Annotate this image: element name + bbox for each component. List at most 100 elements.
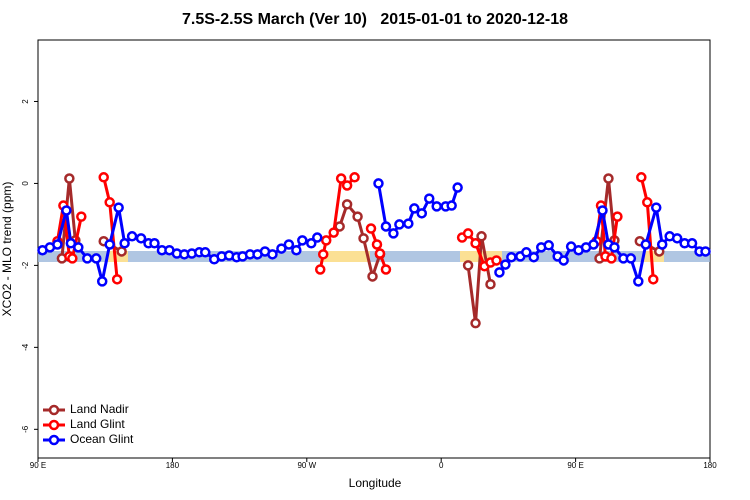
data-point xyxy=(126,231,138,242)
data-point xyxy=(291,244,302,256)
data-point xyxy=(394,219,405,230)
data-point xyxy=(500,259,511,270)
data-point xyxy=(373,178,384,189)
data-point xyxy=(506,251,517,263)
data-point xyxy=(96,276,108,287)
data-point xyxy=(119,238,130,249)
data-point xyxy=(67,253,78,264)
data-point xyxy=(65,238,77,249)
data-point xyxy=(297,235,308,246)
data-point xyxy=(612,211,623,222)
x-tick-label: 90 E xyxy=(567,461,583,470)
x-tick-label: 0 xyxy=(439,461,444,470)
data-point xyxy=(625,253,637,264)
data-point xyxy=(320,235,332,246)
legend-label: Ocean Glint xyxy=(70,432,134,446)
y-tick-label: 2 xyxy=(21,99,30,104)
chart-title: 7.5S-2.5S March (Ver 10) 2015-01-01 to 2… xyxy=(182,11,568,28)
data-point xyxy=(82,253,93,264)
data-point xyxy=(306,238,317,249)
y-tick-label: -2 xyxy=(21,261,30,269)
legend-marker xyxy=(48,434,60,446)
data-point xyxy=(149,238,160,249)
data-point xyxy=(104,197,115,208)
data-point xyxy=(61,205,72,216)
data-point xyxy=(380,221,392,232)
data-point xyxy=(597,205,608,216)
y-axis-label: XCO2 - MLO trend (ppm) xyxy=(0,182,14,317)
ocean-band xyxy=(38,251,710,262)
data-point xyxy=(365,223,377,234)
legend-label: Land Nadir xyxy=(70,402,129,416)
data-point xyxy=(409,203,420,214)
legend-label: Land Glint xyxy=(70,417,125,431)
y-tick-label: 0 xyxy=(21,181,30,186)
data-point xyxy=(349,172,360,183)
data-point xyxy=(462,228,474,239)
data-point xyxy=(367,271,378,282)
data-point xyxy=(135,233,147,244)
legend-marker xyxy=(48,419,60,431)
data-point xyxy=(52,239,63,250)
y-tick-label: -4 xyxy=(21,343,30,351)
data-point xyxy=(424,193,435,204)
data-point xyxy=(528,251,540,263)
data-point xyxy=(335,173,347,184)
data-point xyxy=(90,253,102,264)
data-point xyxy=(558,255,569,266)
data-point xyxy=(328,227,339,238)
land-band xyxy=(644,251,664,262)
data-point xyxy=(543,240,554,251)
data-point xyxy=(700,246,711,257)
data-point xyxy=(111,274,123,285)
data-point xyxy=(656,239,668,250)
data-point xyxy=(64,173,75,184)
data-point xyxy=(113,202,124,213)
x-tick-label: 180 xyxy=(166,461,180,470)
data-point xyxy=(267,249,278,260)
data-point xyxy=(640,239,652,250)
data-point xyxy=(588,239,599,250)
data-point xyxy=(650,202,662,213)
data-point xyxy=(76,211,87,222)
data-point xyxy=(606,253,617,264)
data-point xyxy=(104,239,115,250)
y-tick-label: -6 xyxy=(21,425,30,433)
x-tick-label: 90 W xyxy=(297,461,316,470)
x-tick-label: 180 xyxy=(703,461,717,470)
data-point xyxy=(476,231,487,242)
data-point xyxy=(312,232,323,243)
x-tick-label: 90 E xyxy=(30,461,46,470)
data-point xyxy=(521,247,532,258)
data-point xyxy=(494,267,505,278)
data-point xyxy=(452,182,463,193)
data-point xyxy=(380,264,392,275)
data-point xyxy=(686,238,698,249)
data-point xyxy=(388,228,399,239)
data-point xyxy=(116,246,127,257)
data-point xyxy=(98,172,109,183)
data-point xyxy=(470,238,481,249)
data-point xyxy=(603,173,614,184)
data-point xyxy=(431,201,442,212)
data-point xyxy=(283,239,295,250)
data-point xyxy=(642,197,653,208)
data-point xyxy=(352,211,363,222)
data-point xyxy=(416,208,428,219)
data-point xyxy=(341,199,353,210)
data-point xyxy=(73,242,84,253)
data-point xyxy=(317,249,329,260)
legend-marker xyxy=(48,404,60,416)
data-point xyxy=(485,278,496,290)
data-point xyxy=(358,233,369,244)
data-point xyxy=(491,255,502,266)
data-point xyxy=(341,180,353,191)
data-point xyxy=(200,247,211,258)
data-point xyxy=(633,276,644,287)
data-point xyxy=(671,233,683,244)
data-point xyxy=(371,239,383,250)
land-band xyxy=(108,251,128,262)
data-point xyxy=(609,242,620,253)
data-point xyxy=(403,218,414,229)
